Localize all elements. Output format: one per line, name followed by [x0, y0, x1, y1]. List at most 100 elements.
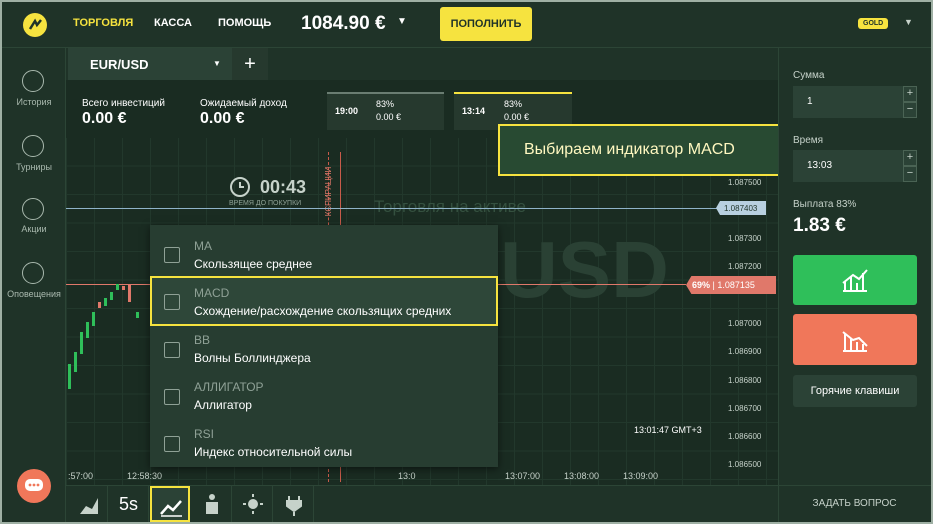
highlighted-indicator[interactable]	[150, 276, 498, 326]
price-label: 1.087000	[728, 319, 762, 328]
amount-label: Сумма	[793, 70, 825, 81]
sidebar-item[interactable]: Оповещения	[7, 289, 61, 299]
time-minus[interactable]: −	[903, 166, 917, 182]
amount-minus[interactable]: −	[903, 102, 917, 118]
stat-label: Всего инвестиций	[82, 98, 165, 109]
current-price-tag: 1.087403	[716, 201, 766, 215]
deal-time: 19:00	[335, 106, 359, 116]
ask-question[interactable]: ЗАДАТЬ ВОПРОС	[778, 485, 931, 522]
call-button[interactable]	[793, 255, 917, 305]
sidebar-item[interactable]: Турниры	[16, 162, 52, 172]
chat-button[interactable]	[16, 468, 52, 504]
indicator-code[interactable]: MACD	[194, 286, 230, 300]
promo-icon[interactable]	[22, 198, 44, 220]
theme-button[interactable]	[233, 486, 273, 522]
timer-icon	[230, 177, 250, 197]
amount-input[interactable]: 1	[793, 86, 903, 118]
nav-help[interactable]: ПОМОЩЬ	[218, 17, 272, 29]
price-label: 1.087200	[728, 262, 762, 271]
indicator-name[interactable]: Скользящее среднее	[194, 257, 313, 271]
time-label: 13:0	[398, 471, 416, 481]
time-label: 13:07:00	[505, 471, 541, 481]
current-price: 1.087403	[724, 204, 758, 213]
drawings-button[interactable]	[192, 486, 232, 522]
chart-type-button[interactable]	[68, 486, 108, 522]
time-label: 13:09:00	[623, 471, 659, 481]
price-label: 1.086700	[728, 404, 762, 413]
add-tab[interactable]: +	[232, 48, 268, 80]
profile-caret[interactable]: ▼	[904, 17, 913, 27]
watermark-asset: USD	[500, 225, 669, 314]
forecast-price: 1.087135	[717, 280, 755, 290]
indicator-name[interactable]: Волны Боллинджера	[194, 351, 311, 365]
price-label: 1.087500	[728, 178, 762, 187]
current-price-line	[66, 208, 726, 209]
time-input[interactable]: 13:03	[793, 150, 903, 182]
price-label: 1.086600	[728, 432, 762, 441]
price-label: 1.087300	[728, 234, 762, 243]
hotkeys-button[interactable]: Горячие клавиши	[793, 375, 917, 407]
callout: Выбираем индикатор MACD	[498, 124, 794, 176]
checkbox[interactable]	[164, 294, 180, 310]
time-plus[interactable]: +	[903, 150, 917, 166]
candles	[68, 284, 139, 389]
sidebar-item[interactable]: Акции	[21, 224, 47, 234]
put-button[interactable]	[793, 314, 917, 365]
balance-caret[interactable]: ▼	[397, 16, 407, 27]
sidebar-item[interactable]: История	[16, 97, 52, 107]
checkbox[interactable]	[164, 389, 180, 405]
forecast-percent: 69%	[692, 280, 711, 290]
deal-amount: 0.00 €	[504, 112, 530, 122]
deal-card[interactable]	[327, 92, 444, 130]
nav-trading[interactable]: ТОРГОВЛЯ	[73, 17, 134, 29]
indicator-dropdown	[150, 225, 498, 467]
indicator-code[interactable]: BB	[194, 333, 211, 347]
price-label: 1.086500	[728, 460, 762, 469]
server-time: 13:01:47 GMT+3	[634, 425, 702, 435]
history-icon[interactable]	[22, 70, 44, 92]
indicator-name[interactable]: Индекс относительной силы	[194, 445, 353, 459]
indicator-code[interactable]: MA	[194, 239, 212, 253]
checkbox[interactable]	[164, 247, 180, 263]
amount-plus[interactable]: +	[903, 86, 917, 102]
time-label: 12:58:30	[127, 471, 163, 481]
logo	[23, 13, 47, 37]
time-label: 13:08:00	[564, 471, 600, 481]
deal-amount: 0.00 €	[376, 112, 402, 122]
nav-cashier[interactable]: КАССА	[154, 17, 192, 29]
timer-value: 00:43	[260, 177, 307, 197]
checkbox[interactable]	[164, 436, 180, 452]
forecast-tag: 69% | 1.087135	[686, 276, 776, 294]
indicator-name[interactable]: Аллигатор	[194, 398, 252, 412]
deal-percent: 83%	[504, 99, 523, 109]
deal-time: 13:14	[462, 106, 486, 116]
tournaments-icon[interactable]	[22, 135, 44, 157]
stat-label: Ожидаемый доход	[200, 98, 287, 109]
stat-value: 0.00 €	[200, 110, 245, 127]
deal-percent: 83%	[376, 99, 395, 109]
stat-value: 0.00 €	[82, 110, 127, 127]
price-label: 1.086900	[728, 347, 762, 356]
price-label: 1.086800	[728, 376, 762, 385]
asset-caret[interactable]: ▼	[213, 59, 221, 68]
interval-button[interactable]: 5s	[109, 486, 149, 522]
indicator-name[interactable]: Схождение/расхождение скользящих средних	[194, 304, 452, 318]
asset-tab[interactable]: EUR/USD	[68, 48, 232, 80]
alerts-icon[interactable]	[22, 262, 44, 284]
deposit-button[interactable]: ПОПОЛНИТЬ	[440, 7, 532, 41]
timer-label: ВРЕМЯ ДО ПОКУПКИ	[229, 200, 302, 207]
indicators-button[interactable]	[150, 486, 190, 522]
status-badge: GOLD	[858, 18, 889, 29]
checkbox[interactable]	[164, 342, 180, 358]
indicator-code[interactable]: АЛЛИГАТОР	[194, 380, 264, 394]
balance[interactable]: 1084.90 €	[301, 13, 386, 34]
indicator-code[interactable]: RSI	[194, 427, 215, 441]
payout-label: Выплата 83%	[793, 199, 857, 210]
sidebar	[2, 48, 66, 522]
plugin-button[interactable]	[274, 486, 314, 522]
time-input-label: Время	[793, 135, 824, 146]
deal-card[interactable]	[454, 92, 572, 130]
watermark-subtitle: Торговля на активе	[374, 197, 526, 216]
payout-value: 1.83 €	[793, 215, 846, 236]
